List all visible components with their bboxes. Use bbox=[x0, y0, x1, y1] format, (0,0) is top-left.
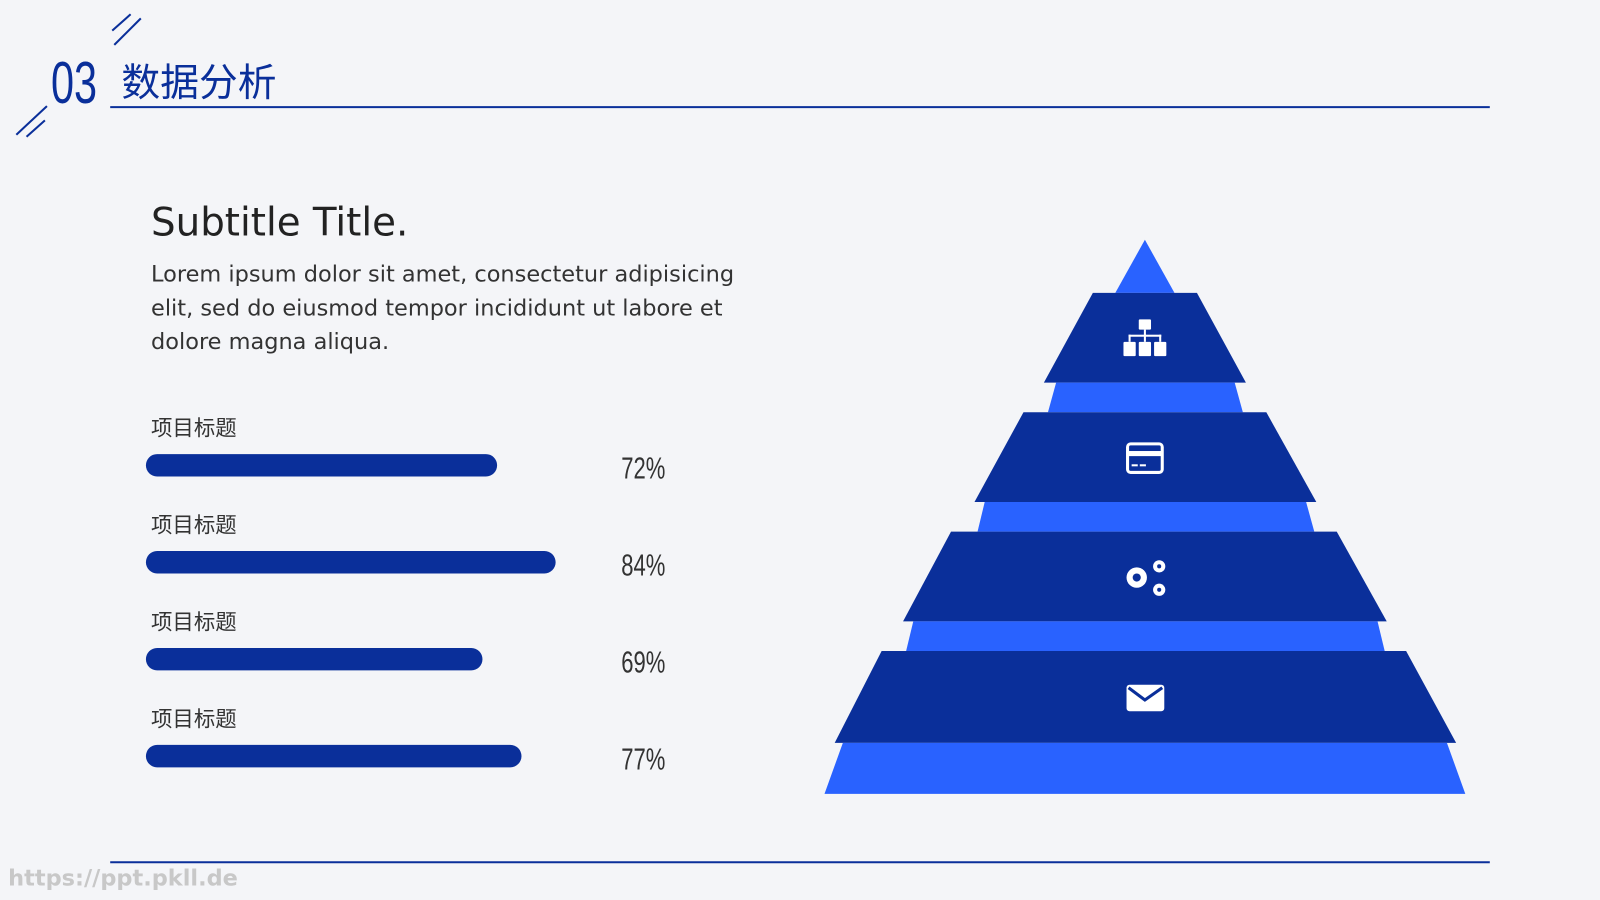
section-title: 数据分析 bbox=[121, 61, 276, 106]
progress-bar bbox=[145, 744, 522, 768]
progress-list: 项目标题 72% 项目标题 84% 项目标题 69% 项目标题 77% bbox=[145, 417, 665, 776]
item-label: 项目标题 bbox=[151, 611, 237, 636]
body-line: elit, sed do eiusmod tempor incididunt u… bbox=[151, 295, 723, 321]
body-line: Lorem ipsum dolor sit amet, consectetur … bbox=[151, 262, 734, 288]
icon-gears bbox=[1126, 560, 1166, 596]
item-value: 69% bbox=[621, 645, 665, 679]
icon-mail bbox=[1126, 684, 1165, 712]
pyramid-band bbox=[1047, 382, 1243, 413]
item-value: 84% bbox=[621, 548, 665, 582]
item-label: 项目标题 bbox=[151, 514, 237, 539]
pyramid-base bbox=[824, 742, 1466, 794]
pyramid-band bbox=[977, 502, 1315, 532]
pyramid-band bbox=[906, 621, 1385, 652]
item-value: 77% bbox=[621, 742, 665, 776]
item-label: 项目标题 bbox=[151, 417, 237, 442]
progress-bar bbox=[145, 551, 556, 574]
progress-bar bbox=[145, 454, 498, 477]
icon-hierarchy bbox=[1123, 319, 1167, 357]
pyramid-tier bbox=[974, 412, 1317, 503]
subtitle: Subtitle Title. bbox=[151, 201, 408, 246]
item-value: 72% bbox=[621, 451, 665, 485]
item-label: 项目标题 bbox=[151, 708, 237, 733]
section-number: 03 bbox=[51, 50, 97, 116]
decor-slashes bbox=[15, 13, 142, 138]
watermark: https://ppt.pkll.de bbox=[8, 866, 238, 892]
pyramid-tip bbox=[1115, 239, 1175, 293]
body-line: dolore magna aliqua. bbox=[151, 329, 389, 355]
progress-bar bbox=[145, 647, 483, 671]
icon-card bbox=[1126, 442, 1164, 474]
